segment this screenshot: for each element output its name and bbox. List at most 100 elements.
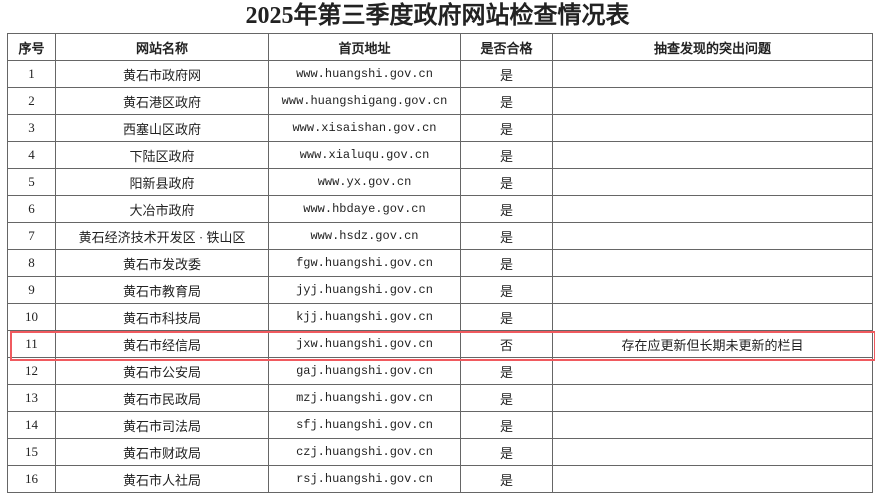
cell-index: 14: [7, 411, 56, 439]
table-row: 6 大冶市政府 www.hbdaye.gov.cn 是: [7, 195, 873, 223]
cell-index: 3: [7, 114, 56, 142]
cell-index: 1: [7, 60, 56, 88]
table-row: 9 黄石市教育局 jyj.huangshi.gov.cn 是: [7, 276, 873, 304]
cell-issue: [552, 168, 873, 196]
cell-url: www.hsdz.gov.cn: [268, 222, 461, 250]
cell-site-name: 黄石市经信局: [55, 330, 269, 358]
cell-index: 5: [7, 168, 56, 196]
cell-qualified: 是: [460, 357, 553, 385]
table-row: 7 黄石经济技术开发区 · 铁山区 www.hsdz.gov.cn 是: [7, 222, 873, 250]
table-row: 5 阳新县政府 www.yx.gov.cn 是: [7, 168, 873, 196]
cell-url: sfj.huangshi.gov.cn: [268, 411, 461, 439]
cell-site-name: 下陆区政府: [55, 141, 269, 169]
cell-site-name: 黄石市教育局: [55, 276, 269, 304]
cell-url: czj.huangshi.gov.cn: [268, 438, 461, 466]
cell-site-name: 黄石市公安局: [55, 357, 269, 385]
cell-site-name: 黄石市司法局: [55, 411, 269, 439]
website-inspection-table: 序号 网站名称 首页地址 是否合格 抽查发现的突出问题 1 黄石市政府网 www.h…: [7, 33, 873, 493]
cell-qualified: 是: [460, 168, 553, 196]
cell-url: www.hbdaye.gov.cn: [268, 195, 461, 223]
cell-site-name: 黄石市财政局: [55, 438, 269, 466]
cell-url: www.huangshigang.gov.cn: [268, 87, 461, 115]
cell-index: 10: [7, 303, 56, 331]
cell-index: 11: [7, 330, 56, 358]
header-site-name: 网站名称: [55, 33, 269, 61]
cell-url: www.huangshi.gov.cn: [268, 60, 461, 88]
document-title: 2025年第三季度政府网站检查情况表: [245, 3, 630, 29]
cell-site-name: 黄石市科技局: [55, 303, 269, 331]
table-row: 1 黄石市政府网 www.huangshi.gov.cn 是: [7, 60, 873, 88]
cell-qualified: 是: [460, 384, 553, 412]
cell-index: 9: [7, 276, 56, 304]
cell-index: 13: [7, 384, 56, 412]
cell-url: gaj.huangshi.gov.cn: [268, 357, 461, 385]
cell-index: 7: [7, 222, 56, 250]
cell-qualified: 是: [460, 114, 553, 142]
cell-site-name: 阳新县政府: [55, 168, 269, 196]
table-header-row: 序号 网站名称 首页地址 是否合格 抽查发现的突出问题: [7, 33, 873, 61]
cell-issue: [552, 276, 873, 304]
header-url: 首页地址: [268, 33, 461, 61]
cell-url: rsj.huangshi.gov.cn: [268, 465, 461, 493]
table-row: 13 黄石市民政局 mzj.huangshi.gov.cn 是: [7, 384, 873, 412]
cell-url: www.xialuqu.gov.cn: [268, 141, 461, 169]
cell-url: www.xisaishan.gov.cn: [268, 114, 461, 142]
cell-url: mzj.huangshi.gov.cn: [268, 384, 461, 412]
cell-issue: [552, 438, 873, 466]
cell-issue: [552, 60, 873, 88]
table-row: 16 黄石市人社局 rsj.huangshi.gov.cn 是: [7, 465, 873, 493]
cell-index: 12: [7, 357, 56, 385]
header-qualified: 是否合格: [460, 33, 553, 61]
cell-url: kjj.huangshi.gov.cn: [268, 303, 461, 331]
cell-qualified: 是: [460, 249, 553, 277]
table-row: 8 黄石市发改委 fgw.huangshi.gov.cn 是: [7, 249, 873, 277]
cell-qualified: 是: [460, 60, 553, 88]
cell-index: 4: [7, 141, 56, 169]
cell-index: 2: [7, 87, 56, 115]
table-row: 11 黄石市经信局 jxw.huangshi.gov.cn 否存在应更新但长期未更新的…: [7, 330, 873, 358]
cell-index: 15: [7, 438, 56, 466]
cell-url: fgw.huangshi.gov.cn: [268, 249, 461, 277]
cell-url: jxw.huangshi.gov.cn: [268, 330, 461, 358]
table-row: 15 黄石市财政局 czj.huangshi.gov.cn 是: [7, 438, 873, 466]
cell-qualified: 否: [460, 330, 553, 358]
cell-issue: 存在应更新但长期未更新的栏目: [552, 330, 873, 358]
cell-issue: [552, 141, 873, 169]
cell-qualified: 是: [460, 87, 553, 115]
cell-url: jyj.huangshi.gov.cn: [268, 276, 461, 304]
cell-site-name: 黄石市人社局: [55, 465, 269, 493]
cell-site-name: 黄石市发改委: [55, 249, 269, 277]
cell-site-name: 黄石港区政府: [55, 87, 269, 115]
cell-qualified: 是: [460, 141, 553, 169]
table-row: 12 黄石市公安局 gaj.huangshi.gov.cn 是: [7, 357, 873, 385]
cell-qualified: 是: [460, 195, 553, 223]
cell-site-name: 西塞山区政府: [55, 114, 269, 142]
cell-qualified: 是: [460, 276, 553, 304]
cell-issue: [552, 357, 873, 385]
cell-site-name: 大冶市政府: [55, 195, 269, 223]
cell-site-name: 黄石市民政局: [55, 384, 269, 412]
cell-issue: [552, 114, 873, 142]
table-row: 10 黄石市科技局 kjj.huangshi.gov.cn 是: [7, 303, 873, 331]
table-row: 14 黄石市司法局 sfj.huangshi.gov.cn 是: [7, 411, 873, 439]
cell-site-name: 黄石经济技术开发区 · 铁山区: [55, 222, 269, 250]
cell-index: 8: [7, 249, 56, 277]
cell-issue: [552, 195, 873, 223]
cell-issue: [552, 222, 873, 250]
cell-issue: [552, 465, 873, 493]
cell-url: www.yx.gov.cn: [268, 168, 461, 196]
table-row: 3 西塞山区政府 www.xisaishan.gov.cn 是: [7, 114, 873, 142]
cell-qualified: 是: [460, 465, 553, 493]
cell-issue: [552, 249, 873, 277]
cell-qualified: 是: [460, 222, 553, 250]
cell-index: 6: [7, 195, 56, 223]
cell-qualified: 是: [460, 303, 553, 331]
table-row: 2 黄石港区政府 www.huangshigang.gov.cn 是: [7, 87, 873, 115]
cell-qualified: 是: [460, 411, 553, 439]
cell-issue: [552, 411, 873, 439]
table-row: 4 下陆区政府 www.xialuqu.gov.cn 是: [7, 141, 873, 169]
cell-site-name: 黄石市政府网: [55, 60, 269, 88]
cell-qualified: 是: [460, 438, 553, 466]
cell-index: 16: [7, 465, 56, 493]
header-issues: 抽查发现的突出问题: [552, 33, 873, 61]
